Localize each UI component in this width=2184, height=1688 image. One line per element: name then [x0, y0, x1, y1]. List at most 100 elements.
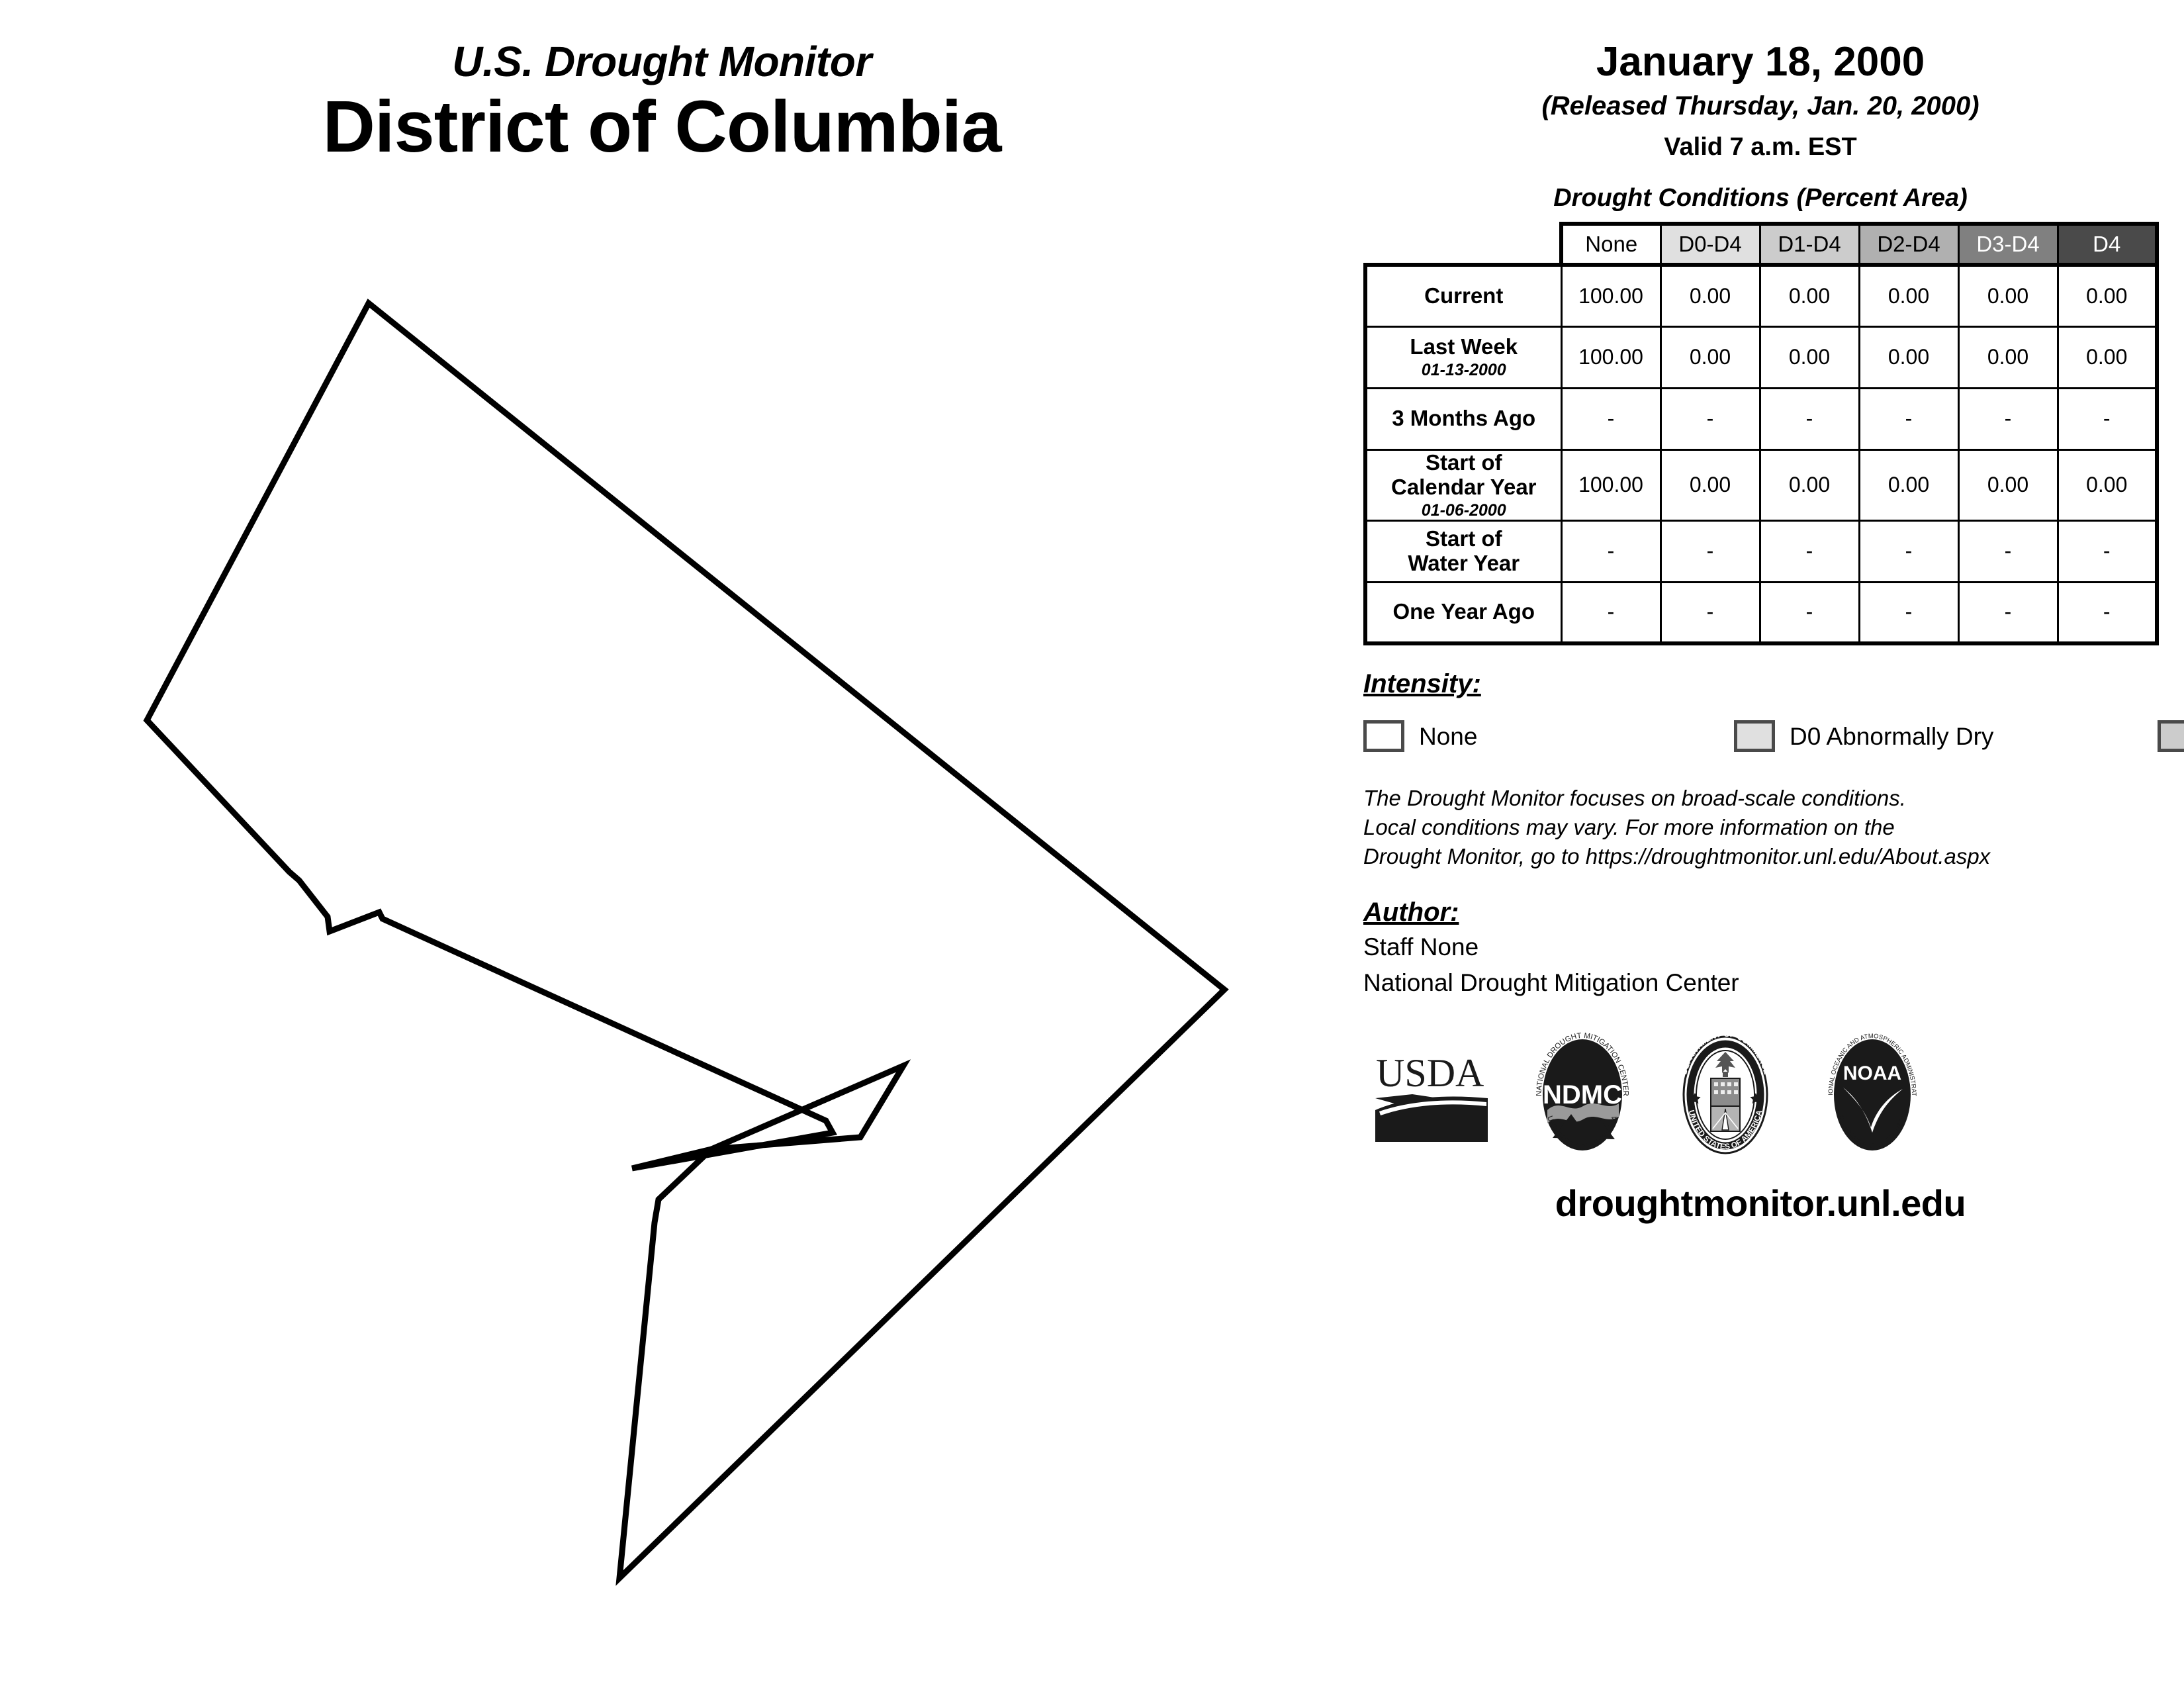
row-label-last-week: Last Week 01-13-2000: [1363, 325, 1563, 389]
legend-item[interactable]: None: [1363, 720, 1734, 753]
cell-value: -: [1659, 519, 1761, 583]
cell-value: 0.00: [2056, 448, 2159, 522]
cell-value: -: [1758, 387, 1860, 451]
cell-value: -: [1659, 581, 1761, 646]
usda-logo-svg: USDA: [1375, 1051, 1488, 1143]
table-row: Start of Water Year - - - - - -: [1363, 519, 2159, 583]
cell-value: 0.00: [1758, 325, 1860, 389]
ndmc-logo-text: NDMC: [1543, 1080, 1622, 1109]
cell-value: -: [1758, 581, 1860, 646]
noaa-logo-svg: NOAA NATIONAL OCEANIC AND ATMOSPHERIC AD…: [1817, 1027, 1917, 1151]
cell-value: -: [2056, 387, 2159, 451]
row-label-3-months-ago: 3 Months Ago: [1363, 387, 1563, 451]
table-header: None D0-D4 D1-D4 D2-D4 D3-D4 D4: [1365, 222, 2159, 266]
cell-value: -: [1659, 387, 1761, 451]
cell-value: -: [1560, 581, 1662, 646]
column-header-d3-d4: D3-D4: [1957, 222, 2059, 266]
disclaimer-line-3: Drought Monitor, go to https://droughtmo…: [1363, 843, 1991, 868]
cell-value: 0.00: [1858, 325, 1960, 389]
cell-value: -: [1957, 387, 2059, 451]
cell-value: 0.00: [1659, 263, 1761, 328]
doc-seal-svg: DEPARTMENT OF COMMERCE UNITED STATES OF …: [1679, 1029, 1772, 1154]
cell-value: -: [1858, 519, 1960, 583]
cell-value: 100.00: [1560, 263, 1662, 328]
cell-value: 0.00: [1858, 263, 1960, 328]
legend-item[interactable]: D0 Abnormally Dry: [1734, 720, 2158, 753]
column-header-none: None: [1559, 222, 1662, 266]
cell-value: -: [1858, 581, 1960, 646]
page-title: District of Columbia: [322, 86, 1001, 168]
legend-swatch: [1734, 720, 1775, 753]
author-organization: National Drought Mitigation Center: [1363, 968, 1739, 996]
table-body: Current 100.00 0.00 0.00 0.00 0.00 0.00 Last We…: [1363, 263, 2159, 646]
ndmc-logo-svg: NDMC NATIONAL DROUGHT MITIGATION CENTER …: [1535, 1032, 1629, 1151]
cell-value: 0.00: [1659, 448, 1761, 522]
cell-value: -: [2056, 581, 2159, 646]
cell-value: -: [2056, 519, 2159, 583]
cell-value: 0.00: [1957, 448, 2059, 522]
row-label-start-of-calendar-year: Start of Calendar Year 01-06-2000: [1363, 448, 1563, 522]
cell-value: 0.00: [1758, 448, 1860, 522]
cell-value: -: [1957, 581, 2059, 646]
table-row: Start of Calendar Year 01-06-2000 100.00 0.0…: [1363, 448, 2159, 522]
table-caption: Drought Conditions (Percent Area): [1553, 184, 1968, 212]
site-url[interactable]: droughtmonitor.unl.edu: [1555, 1182, 1966, 1224]
intensity-heading: Intensity:: [1363, 669, 1481, 699]
valid-time: Valid 7 a.m. EST: [1664, 133, 1857, 162]
row-label-date: 01-13-2000: [1421, 361, 1506, 380]
author-heading: Author:: [1363, 897, 1459, 927]
drought-conditions-table: None D0-D4 D1-D4 D2-D4 D3-D4 D4 Current 100.00…: [1363, 222, 2159, 646]
cell-value: -: [1758, 519, 1860, 583]
row-label-current: Current: [1363, 263, 1563, 328]
release-date: January 18, 2000: [1596, 39, 1925, 85]
info-panel: January 18, 2000 (Released Thursday, Jan…: [1363, 39, 2184, 1225]
state-map[interactable]: [0, 252, 1330, 1655]
column-header-d4: D4: [2056, 222, 2159, 266]
cell-value: 0.00: [1957, 263, 2059, 328]
program-title: U.S. Drought Monitor: [452, 38, 872, 85]
cell-value: 0.00: [1758, 263, 1860, 328]
table-header-row: None D0-D4 D1-D4 D2-D4 D3-D4 D4: [1365, 222, 2159, 266]
released-on: (Released Thursday, Jan. 20, 2000): [1541, 91, 1979, 121]
table-row: Current 100.00 0.00 0.00 0.00 0.00 0.00: [1363, 263, 2159, 328]
usda-logo-text: USDA: [1376, 1051, 1484, 1095]
cell-value: 100.00: [1560, 448, 1662, 522]
cell-value: 0.00: [2056, 263, 2159, 328]
cell-value: -: [1560, 519, 1662, 583]
cell-value: 100.00: [1560, 325, 1662, 389]
logo-row: USDA NDMC NAT: [1363, 1027, 2158, 1163]
disclaimer-line-2: Local conditions may vary. For more info…: [1363, 814, 1895, 839]
table-row: One Year Ago - - - - - -: [1363, 581, 2159, 646]
column-header-d2-d4: D2-D4: [1858, 222, 1960, 266]
row-label-start-of-water-year: Start of Water Year: [1363, 519, 1563, 583]
noaa-logo-text: NOAA: [1843, 1062, 1901, 1084]
department-of-commerce-seal: DEPARTMENT OF COMMERCE UNITED STATES OF …: [1674, 1029, 1777, 1161]
legend-item[interactable]: D1 Moderate Drought: [2158, 700, 2184, 773]
row-label-date: 01-06-2000: [1421, 500, 1506, 520]
date-block: January 18, 2000 (Released Thursday, Jan…: [1363, 39, 2158, 162]
cell-value: 0.00: [1858, 448, 1960, 522]
cell-value: 0.00: [1957, 325, 2059, 389]
cell-value: 0.00: [2056, 325, 2159, 389]
map-svg: [143, 299, 1229, 1586]
ndmc-logo: NDMC NATIONAL DROUGHT MITIGATION CENTER …: [1533, 1032, 1632, 1161]
table-corner-cell: [1365, 224, 1561, 265]
legend-swatch: [2158, 720, 2184, 753]
column-header-d1-d4: D1-D4: [1758, 222, 1860, 266]
noaa-logo: NOAA NATIONAL OCEANIC AND ATMOSPHERIC AD…: [1817, 1027, 1925, 1161]
disclaimer-text: The Drought Monitor focuses on broad-sca…: [1363, 784, 2158, 871]
author-section: Author: Staff None National Drought Miti…: [1363, 898, 2158, 999]
usda-logo: USDA: [1373, 1045, 1490, 1148]
cell-value: 0.00: [1659, 325, 1761, 389]
cell-value: -: [1957, 519, 2059, 583]
legend-swatch: [1363, 720, 1404, 753]
district-of-columbia-boundary[interactable]: [143, 299, 1229, 1586]
column-header-d0-d4: D0-D4: [1659, 222, 1761, 266]
table-row: Last Week 01-13-2000 100.00 0.00 0.00 0.00 0.0…: [1363, 325, 2159, 389]
author-name: Staff None: [1363, 933, 1479, 961]
title-block: U.S. Drought Monitor District of Columbi…: [0, 38, 1324, 168]
legend-label: None: [1419, 722, 1478, 750]
